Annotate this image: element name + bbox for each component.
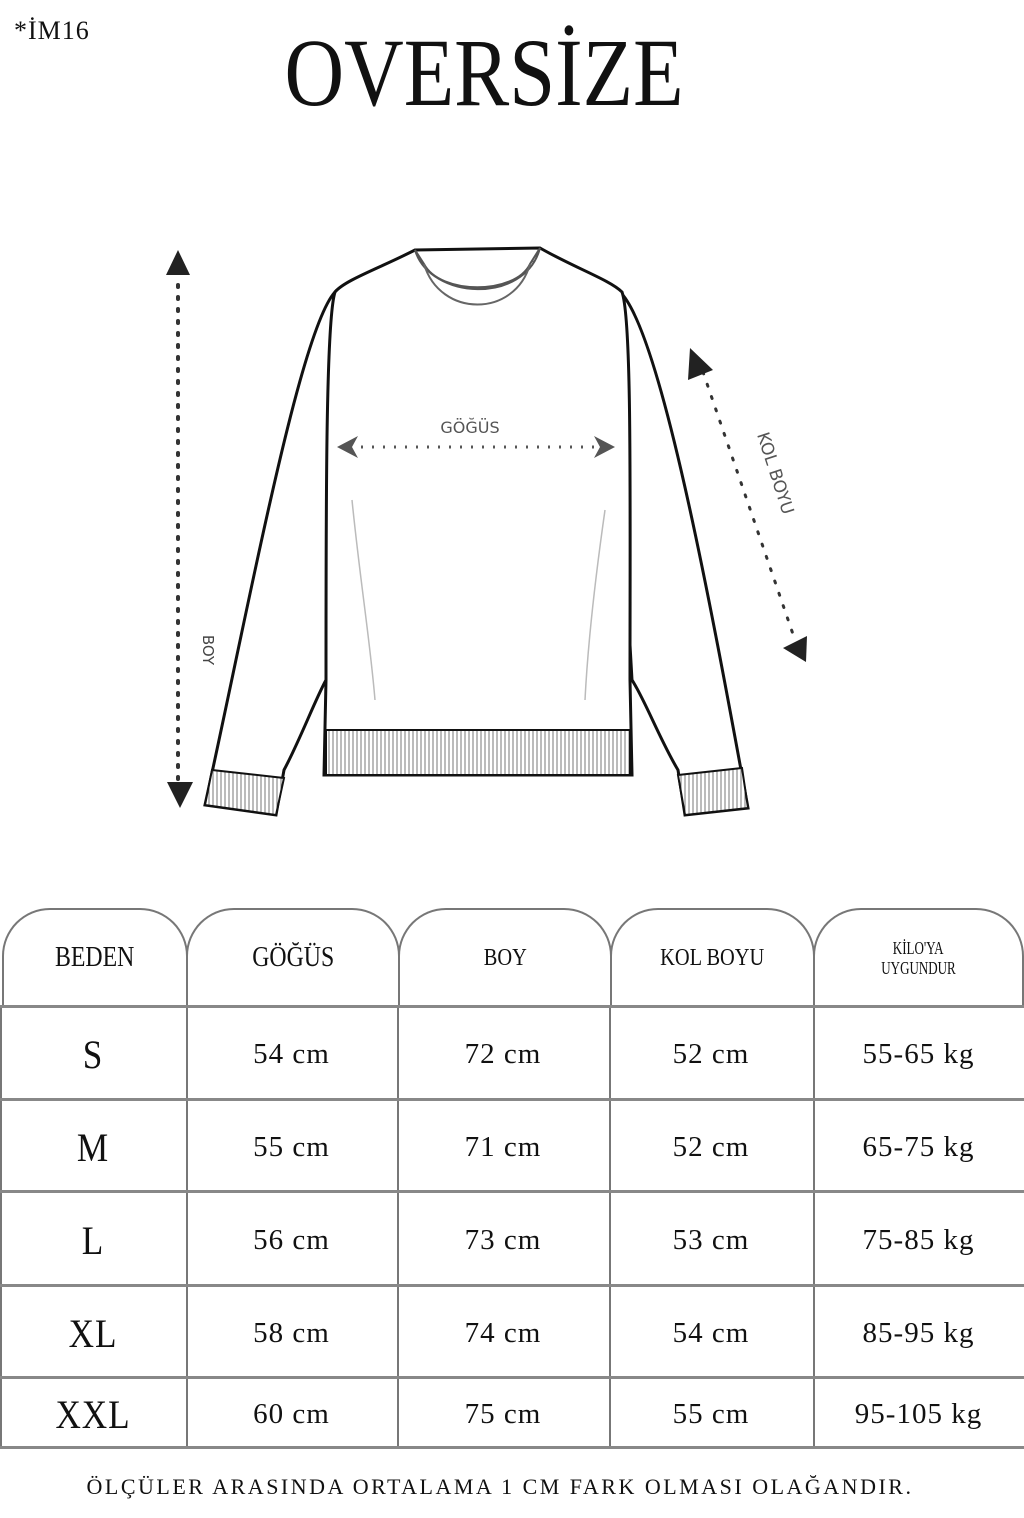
header-size: BEDEN [2, 908, 188, 1006]
cell-weight: 65-75 kg [862, 1130, 975, 1163]
arrow-down-right-icon [783, 636, 807, 662]
cell-size: M [76, 1124, 110, 1170]
header-length: BOY [398, 908, 612, 1006]
page-title: OVERSİZE [284, 19, 684, 126]
cell-weight: 85-95 kg [862, 1316, 975, 1349]
hem-rib [325, 729, 631, 776]
cell-weight: 55-65 kg [862, 1038, 975, 1070]
header-sleeve: KOL BOYU [610, 908, 815, 1006]
sleeve-measure-line [701, 370, 797, 642]
table-row: XL 58 cm 74 cm 54 cm 85-95 kg [0, 1284, 1024, 1379]
measurement-note: ÖLÇÜLER ARASINDA ORTALAMA 1 CM FARK OLMA… [86, 1474, 914, 1499]
cell-length: 74 cm [464, 1316, 542, 1349]
arrow-left-icon [337, 436, 358, 458]
cell-length: 72 cm [464, 1038, 542, 1070]
cell-weight: 95-105 kg [854, 1397, 983, 1430]
cell-chest: 60 cm [253, 1397, 330, 1430]
cell-sleeve: 52 cm [672, 1038, 750, 1070]
arrow-up-icon [166, 250, 190, 275]
sweater-diagram: GÖĞÜS BOY KOL BOYU [166, 246, 807, 817]
arrow-down-icon [167, 782, 193, 808]
table-row: L 56 cm 73 cm 53 cm 75-85 kg [0, 1190, 1024, 1287]
cell-chest: 54 cm [253, 1038, 330, 1070]
cell-sleeve: 52 cm [672, 1130, 750, 1163]
cell-length: 73 cm [464, 1223, 542, 1256]
cell-length: 71 cm [464, 1130, 542, 1163]
cell-sleeve: 54 cm [672, 1316, 750, 1349]
chest-label: GÖĞÜS [440, 418, 499, 437]
cell-size: XXL [55, 1391, 131, 1437]
left-cuff [203, 768, 286, 817]
right-cuff [676, 766, 750, 817]
collar-rib [414, 247, 541, 291]
product-code: *İM16 [14, 16, 90, 45]
arrow-right-icon [594, 436, 615, 458]
table-row: M 55 cm 71 cm 52 cm 65-75 kg [0, 1098, 1024, 1193]
table-row: S 54 cm 72 cm 52 cm 55-65 kg [0, 1005, 1024, 1101]
cell-size: S [82, 1032, 104, 1077]
sleeve-label: KOL BOYU [752, 430, 797, 517]
cell-sleeve: 55 cm [672, 1397, 750, 1430]
cell-size: L [81, 1217, 105, 1263]
arrow-up-left-icon [688, 348, 713, 380]
left-sleeve [203, 288, 347, 817]
length-label: BOY [199, 635, 217, 666]
cell-size: XL [68, 1310, 118, 1356]
cell-weight: 75-85 kg [862, 1223, 975, 1256]
cell-chest: 56 cm [253, 1223, 330, 1256]
sweater-body [322, 246, 634, 777]
cell-chest: 55 cm [253, 1130, 330, 1163]
header-chest: GÖĞÜS [186, 908, 400, 1006]
header-weight: KİLO'YA UYGUNDUR [813, 908, 1024, 1006]
right-sleeve [610, 289, 750, 817]
cell-chest: 58 cm [253, 1316, 330, 1349]
cell-sleeve: 53 cm [672, 1223, 750, 1256]
cell-length: 75 cm [464, 1397, 542, 1430]
table-row: XXL 60 cm 75 cm 55 cm 95-105 kg [0, 1376, 1024, 1449]
